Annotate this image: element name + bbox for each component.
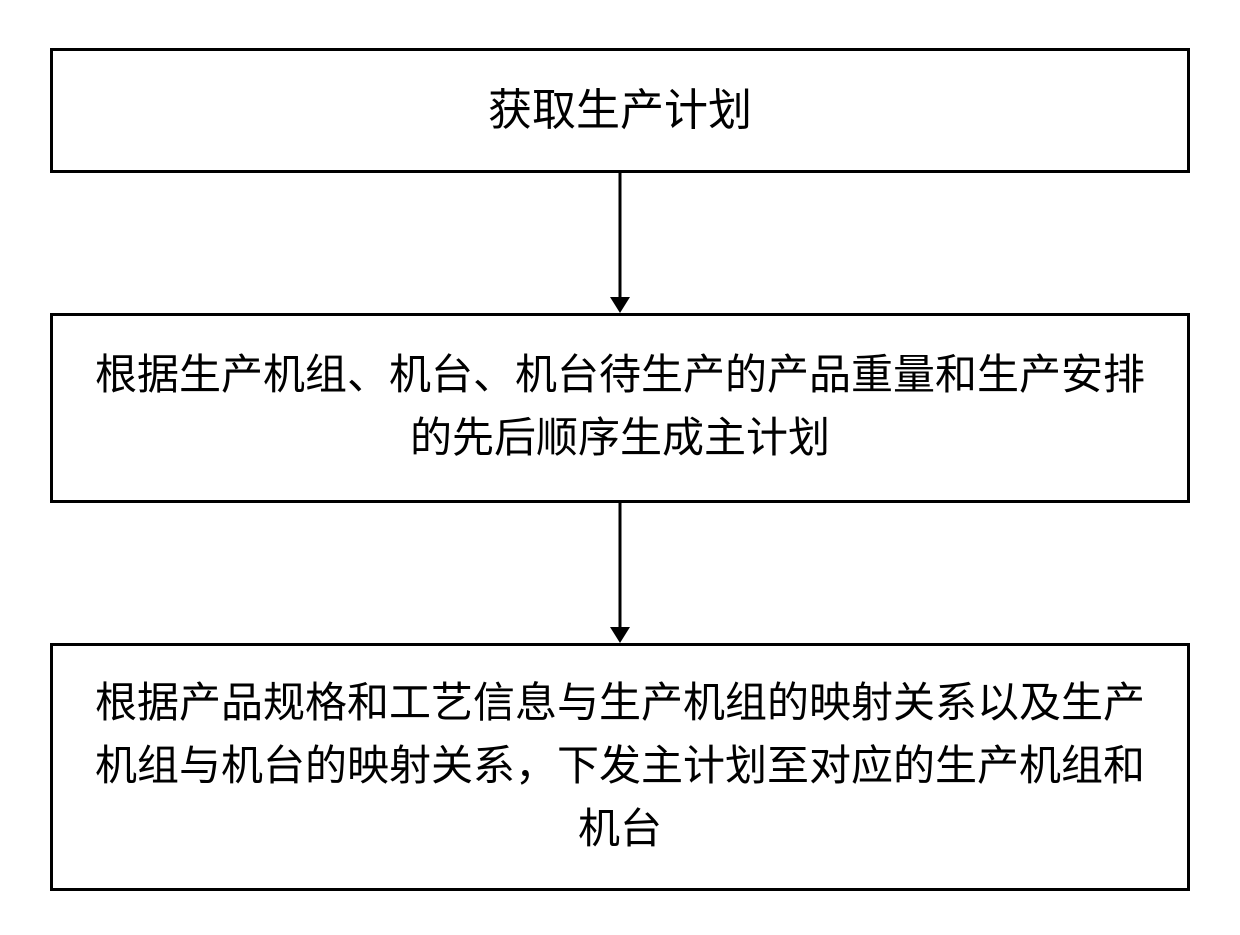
- step-1-text: 获取生产计划: [488, 78, 752, 144]
- arrow-down-icon: [605, 503, 635, 643]
- arrow-2-container: [50, 503, 1190, 643]
- flowchart-step-1: 获取生产计划: [50, 48, 1190, 173]
- step-3-text: 根据产品规格和工艺信息与生产机组的映射关系以及生产机组与机台的映射关系，下发主计…: [83, 673, 1157, 862]
- flowchart-step-2: 根据生产机组、机台、机台待生产的产品重量和生产安排的先后顺序生成主计划: [50, 313, 1190, 503]
- arrow-down-icon: [605, 173, 635, 313]
- step-2-text: 根据生产机组、机台、机台待生产的产品重量和生产安排的先后顺序生成主计划: [83, 345, 1157, 471]
- flowchart-container: 获取生产计划 根据生产机组、机台、机台待生产的产品重量和生产安排的先后顺序生成主…: [50, 48, 1190, 891]
- flowchart-step-3: 根据产品规格和工艺信息与生产机组的映射关系以及生产机组与机台的映射关系，下发主计…: [50, 643, 1190, 891]
- arrow-1-container: [50, 173, 1190, 313]
